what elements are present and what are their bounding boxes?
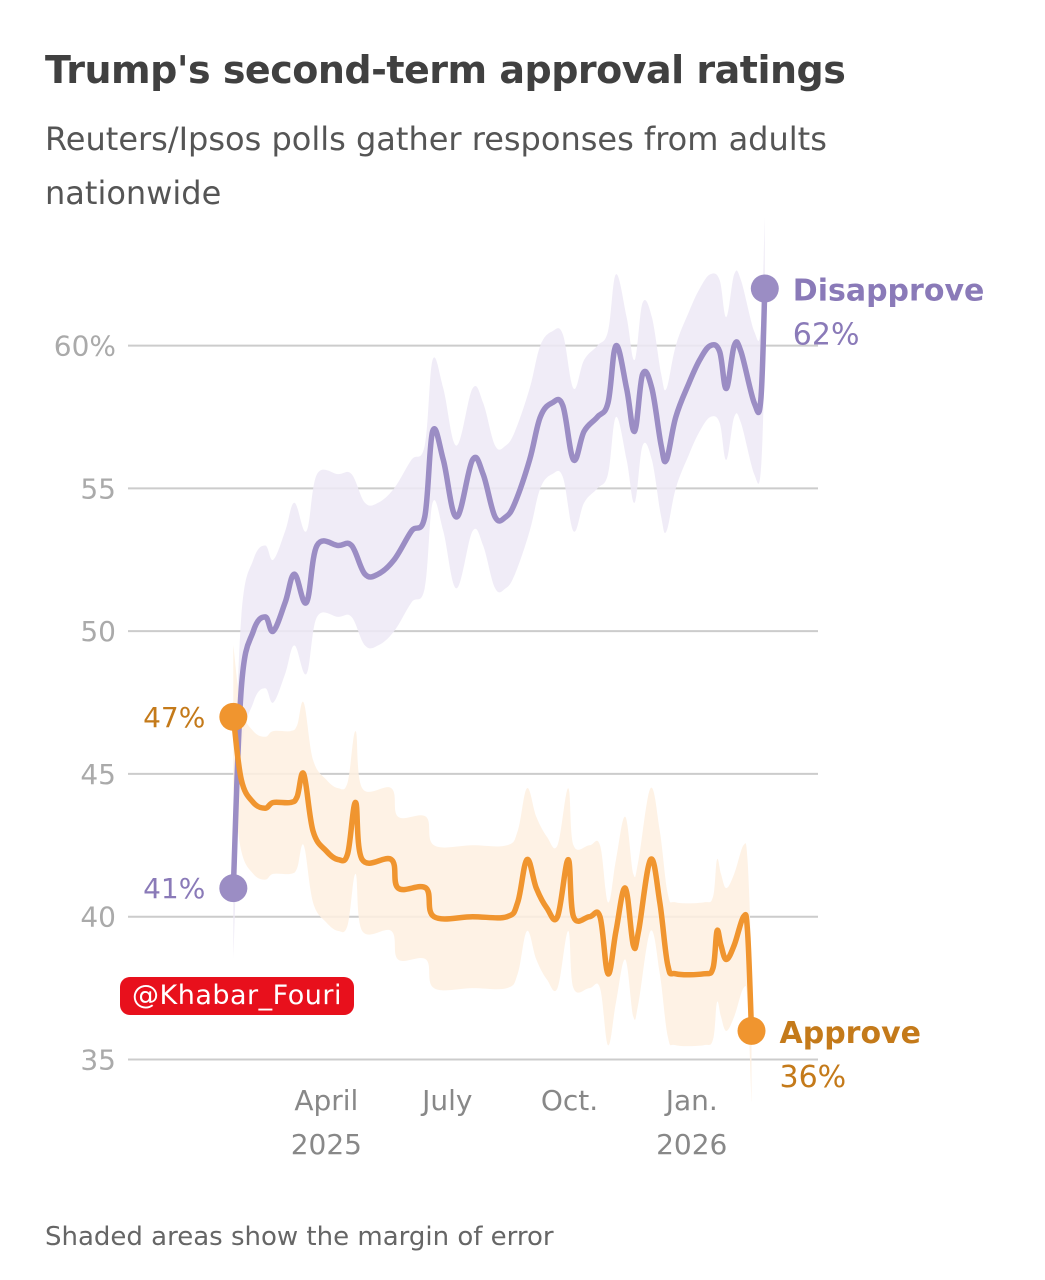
- series-lines: [219, 274, 779, 1045]
- disapprove-line: [230, 285, 768, 891]
- x-tick-label-0: April: [294, 1084, 358, 1117]
- y-tick-label-40: 40: [80, 901, 116, 934]
- disapprove-start-dot: [219, 874, 248, 903]
- approve-start-dot: [219, 702, 248, 731]
- chart-subtitle: Reuters/Ipsos polls gather responses fro…: [45, 120, 827, 212]
- approve-series-name: Approve: [780, 1016, 921, 1051]
- footnote: Shaded areas show the margin of error: [45, 1222, 554, 1252]
- approve-end-dot: [737, 1016, 766, 1045]
- disapprove-start-label: 41%: [143, 872, 205, 905]
- disapprove-error-band: [233, 217, 765, 960]
- x-tick-label-3: Jan.: [664, 1084, 718, 1117]
- y-tick-label-45: 45: [80, 758, 116, 791]
- margin-of-error-bands: [233, 217, 765, 1103]
- y-tick-label-60: 60%: [54, 330, 116, 363]
- disapprove-end-value: 62%: [793, 318, 860, 353]
- labels-layer: 41% Disapprove 62% 47% Approve 36%: [143, 274, 984, 1095]
- x-tick-year-3: 2026: [656, 1128, 727, 1161]
- y-tick-label-50: 50: [80, 615, 116, 648]
- watermark-badge: @Khabar_Fouri: [120, 977, 354, 1015]
- x-tick-label-2: Oct.: [541, 1084, 598, 1117]
- x-tick-year-0: 2025: [291, 1128, 362, 1161]
- approve-line: [230, 714, 755, 1034]
- approve-error-band: [233, 645, 752, 1103]
- y-tick-label-55: 55: [80, 472, 116, 505]
- disapprove-end-dot: [750, 274, 779, 303]
- x-tick-label-1: July: [420, 1084, 472, 1117]
- disapprove-series-name: Disapprove: [793, 274, 985, 309]
- approve-start-label: 47%: [143, 701, 205, 734]
- approve-end-value: 36%: [780, 1060, 847, 1095]
- y-tick-label-35: 35: [80, 1043, 116, 1076]
- chart-title: Trump's second-term approval ratings: [45, 48, 846, 92]
